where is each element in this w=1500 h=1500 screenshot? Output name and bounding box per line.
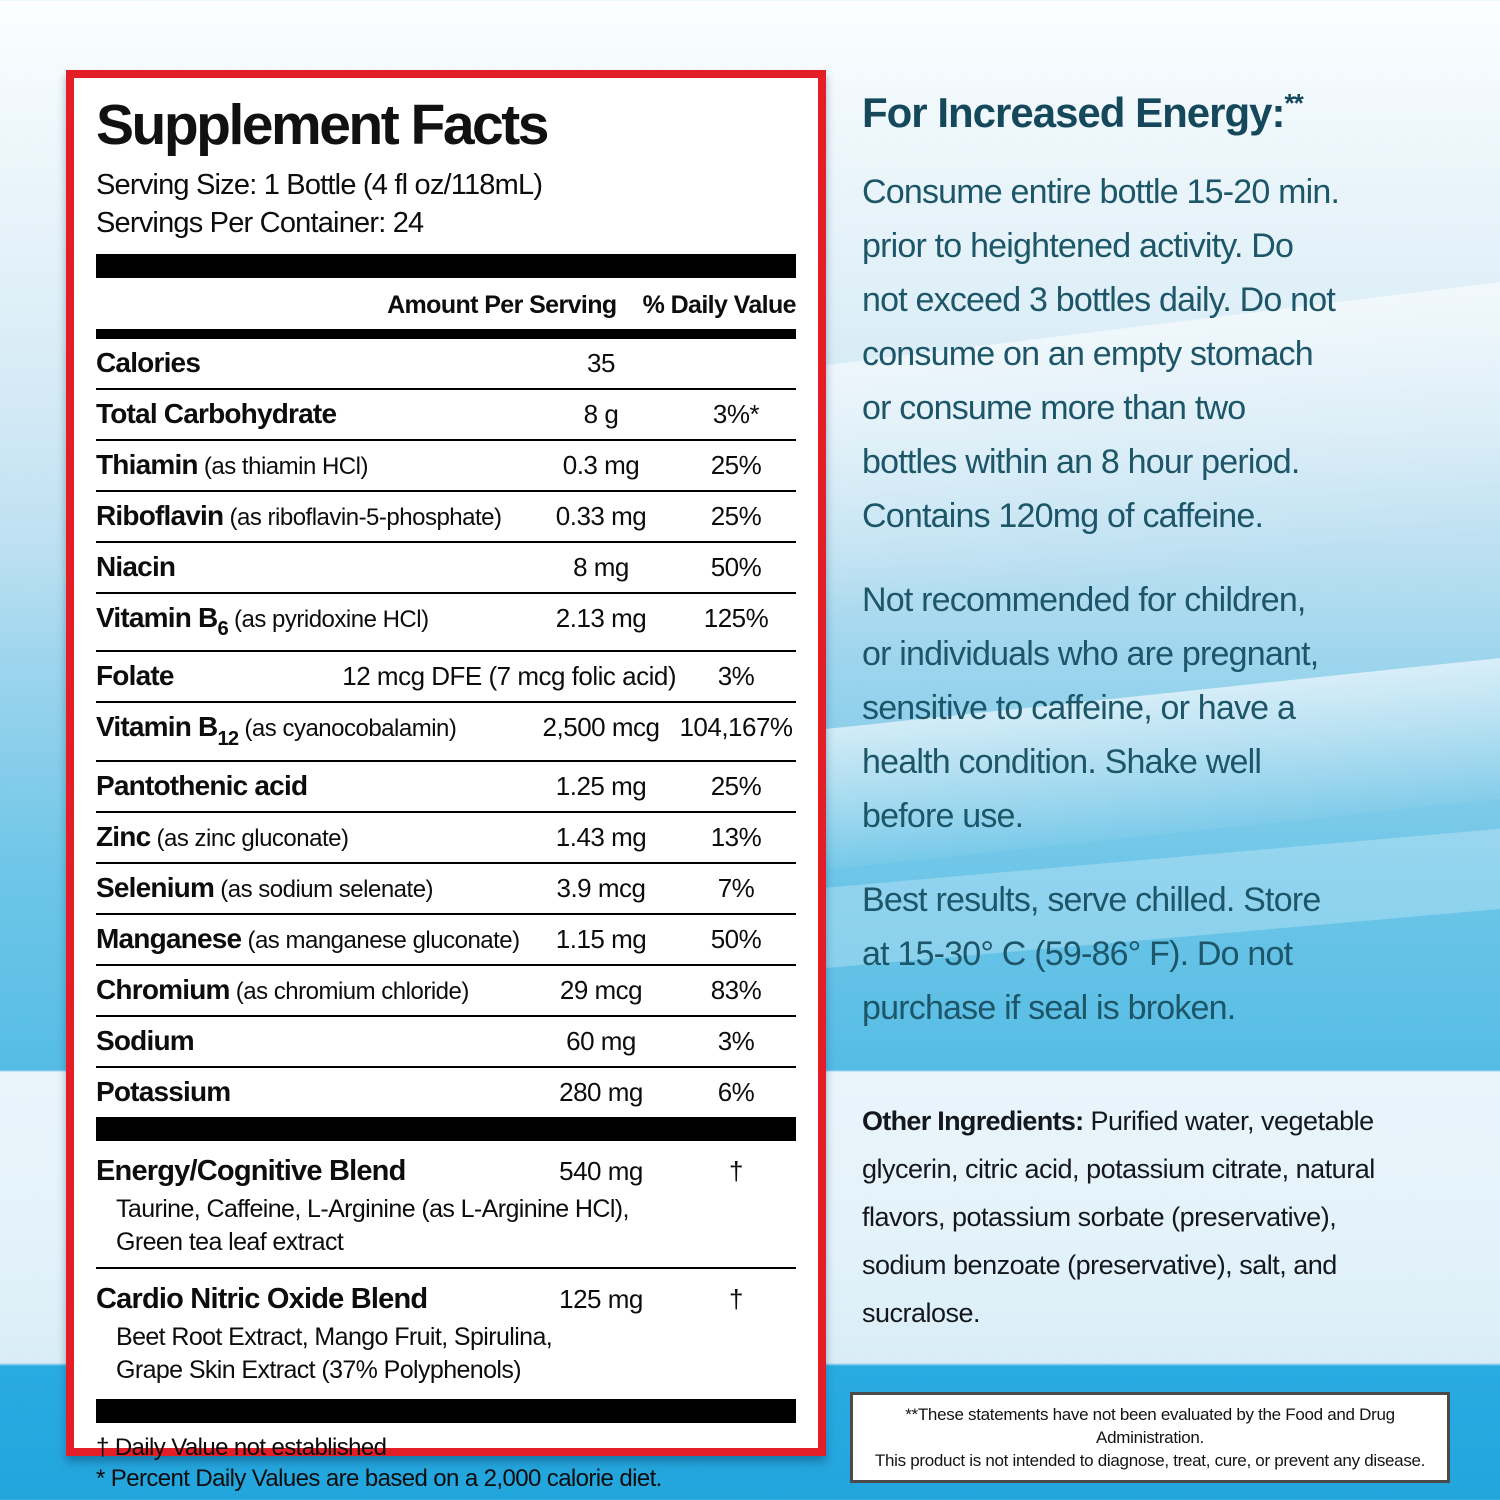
- blend-rows: Energy/Cognitive Blend 540 mg † Taurine, Ca…: [96, 1141, 796, 1395]
- nutrient-name: Selenium (as sodium selenate): [96, 872, 434, 904]
- nutrient-amount: 8 g: [583, 398, 619, 429]
- nutrient-daily-value: 50%: [710, 924, 762, 955]
- blend-daily-value: †: [729, 1156, 743, 1187]
- nutrient-daily-value: 7%: [717, 873, 755, 904]
- nutrient-row: Thiamin (as thiamin HCl) 0.3 mg 25%: [96, 438, 796, 490]
- nutrient-amount: 2,500 mcg: [542, 712, 660, 743]
- daily-value-header: % Daily Value: [642, 290, 797, 319]
- nutrient-row: Sodium 60 mg 3%: [96, 1015, 796, 1066]
- other-ingredients-label: Other Ingredients:: [862, 1106, 1084, 1136]
- blend-name: Cardio Nitric Oxide Blend: [96, 1283, 428, 1316]
- blend-daily-value: †: [729, 1284, 743, 1315]
- usage-heading-asterisks: **: [1284, 88, 1303, 118]
- nutrient-amount: 3.9 mcg: [556, 873, 647, 904]
- nutrient-amount: 8 mg: [573, 551, 629, 582]
- nutrient-amount: 60 mg: [566, 1026, 636, 1057]
- nutrient-row: Calories 35: [96, 339, 796, 388]
- nutrient-daily-value: 104,167%: [679, 712, 793, 743]
- nutrient-row: Chromium (as chromium chloride) 29 mcg 83%: [96, 964, 796, 1015]
- nutrient-daily-value: 50%: [710, 551, 762, 582]
- nutrient-row: Niacin 8 mg 50%: [96, 540, 796, 592]
- nutrient-row: Folate 12 mcg DFE (7 mcg folic acid) 3%: [96, 650, 796, 701]
- nutrient-daily-value: 25%: [710, 771, 762, 802]
- divider-bar: [96, 328, 796, 339]
- nutrient-amount: 35: [587, 347, 615, 378]
- nutrient-amount: 1.15 mg: [555, 924, 647, 955]
- blend-row: Cardio Nitric Oxide Blend 125 mg † Beet Roo…: [96, 1267, 796, 1395]
- nutrient-row: Selenium (as sodium selenate) 3.9 mcg 7%: [96, 862, 796, 913]
- nutrient-name: Total Carbohydrate: [96, 397, 337, 429]
- nutrient-amount: 0.3 mg: [562, 449, 640, 480]
- nutrient-row: Pantothenic acid 1.25 mg 25%: [96, 760, 796, 811]
- column-headers: Amount Per Serving % Daily Value: [96, 278, 797, 329]
- nutrient-daily-value: 3%*: [712, 398, 760, 429]
- amount-per-serving-header: Amount Per Serving: [387, 290, 617, 319]
- supplement-facts-title: Supplement Facts: [96, 93, 549, 157]
- usage-paragraph-storage: Best results, serve chilled. Store at 15…: [862, 881, 1321, 1027]
- nutrient-daily-value: 83%: [710, 975, 762, 1006]
- nutrient-name: Manganese (as manganese gluconate): [96, 923, 520, 955]
- usage-heading: For Increased Energy:**: [862, 88, 1480, 137]
- nutrient-name: Thiamin (as thiamin HCl): [96, 448, 368, 480]
- nutrient-rows: Calories 35 Total Carbohydrate 8 g 3%* Thiami…: [96, 339, 796, 1117]
- blend-ingredients: Beet Root Extract, Mango Fruit, Spirulin…: [116, 1323, 553, 1385]
- divider-bar: [96, 1117, 796, 1142]
- nutrient-amount: 0.33 mg: [555, 500, 647, 531]
- nutrient-row: Zinc (as zinc gluconate) 1.43 mg 13%: [96, 811, 796, 862]
- nutrient-daily-value: 6%: [717, 1077, 755, 1108]
- nutrient-name: Riboflavin (as riboflavin-5-phosphate): [96, 499, 502, 531]
- serving-size: Serving Size: 1 Bottle (4 fl oz/118mL): [96, 168, 543, 201]
- other-ingredients: Other Ingredients: Purified water, veget…: [862, 1097, 1480, 1337]
- nutrient-name: Vitamin B6 (as pyridoxine HCl): [96, 601, 429, 641]
- nutrient-amount: 280 mg: [559, 1077, 643, 1108]
- nutrient-amount: 29 mcg: [559, 975, 643, 1006]
- usage-heading-text: For Increased Energy:: [862, 89, 1285, 136]
- nutrient-daily-value: 13%: [710, 822, 762, 853]
- nutrient-row: Vitamin B6 (as pyridoxine HCl) 2.13 mg 125…: [96, 591, 796, 651]
- nutrient-row: Vitamin B12 (as cyanocobalamin) 2,500 mcg…: [96, 701, 796, 760]
- nutrient-row: Potassium 280 mg 6%: [96, 1066, 796, 1117]
- usage-paragraph-warning: Not recommended for children, or individ…: [862, 581, 1319, 835]
- divider-bar: [96, 253, 796, 278]
- nutrient-name: Sodium: [96, 1025, 195, 1057]
- blend-name: Energy/Cognitive Blend: [96, 1155, 406, 1188]
- nutrient-name: Vitamin B12 (as cyanocobalamin): [96, 711, 457, 751]
- nutrient-name: Niacin: [96, 550, 176, 582]
- blend-amount: 125 mg: [559, 1284, 643, 1315]
- servings-per-container: Servings Per Container: 24: [96, 206, 424, 239]
- nutrient-name: Zinc (as zinc gluconate): [96, 821, 349, 853]
- blend-amount: 540 mg: [559, 1156, 643, 1187]
- nutrient-amount: 12 mcg DFE (7 mcg folic acid): [342, 661, 676, 692]
- nutrient-name: Potassium: [96, 1076, 231, 1108]
- footnote-asterisk: * Percent Daily Values are based on a 2,…: [96, 1465, 662, 1493]
- nutrient-amount: 1.25 mg: [555, 771, 647, 802]
- nutrient-daily-value: 3%: [717, 1026, 755, 1057]
- nutrient-daily-value: 25%: [710, 500, 762, 531]
- nutrient-name: Folate: [96, 660, 174, 692]
- usage-panel: For Increased Energy:** Consume entire b…: [862, 88, 1480, 1337]
- nutrient-row: Riboflavin (as riboflavin-5-phosphate) 0.…: [96, 489, 796, 541]
- nutrient-daily-value: 25%: [710, 449, 762, 480]
- blend-row: Energy/Cognitive Blend 540 mg † Taurine, Ca…: [96, 1141, 796, 1267]
- nutrient-row: Manganese (as manganese gluconate) 1.15 m…: [96, 913, 796, 964]
- other-ingredients-text: Purified water, vegetable glycerin, citr…: [862, 1106, 1375, 1328]
- blend-ingredients: Taurine, Caffeine, L-Arginine (as L-Argi…: [116, 1195, 629, 1257]
- nutrient-daily-value: 125%: [703, 602, 769, 633]
- nutrient-name: Calories: [96, 346, 201, 378]
- nutrient-daily-value: 3%: [717, 661, 755, 692]
- nutrient-amount: 1.43 mg: [555, 822, 647, 853]
- footnote-dagger: † Daily Value not established: [96, 1434, 387, 1462]
- nutrient-name: Pantothenic acid: [96, 770, 308, 802]
- usage-paragraph-dosage: Consume entire bottle 15-20 min. prior t…: [862, 173, 1340, 535]
- supplement-facts-panel: Supplement Facts Serving Size: 1 Bottle …: [66, 70, 826, 1492]
- nutrient-name: Chromium (as chromium chloride): [96, 974, 469, 1006]
- nutrient-row: Total Carbohydrate 8 g 3%*: [96, 387, 796, 439]
- divider-bar: [96, 1399, 796, 1424]
- fda-disclaimer-box: **These statements have not been evaluat…: [850, 1392, 1450, 1483]
- nutrient-amount: 2.13 mg: [555, 602, 647, 633]
